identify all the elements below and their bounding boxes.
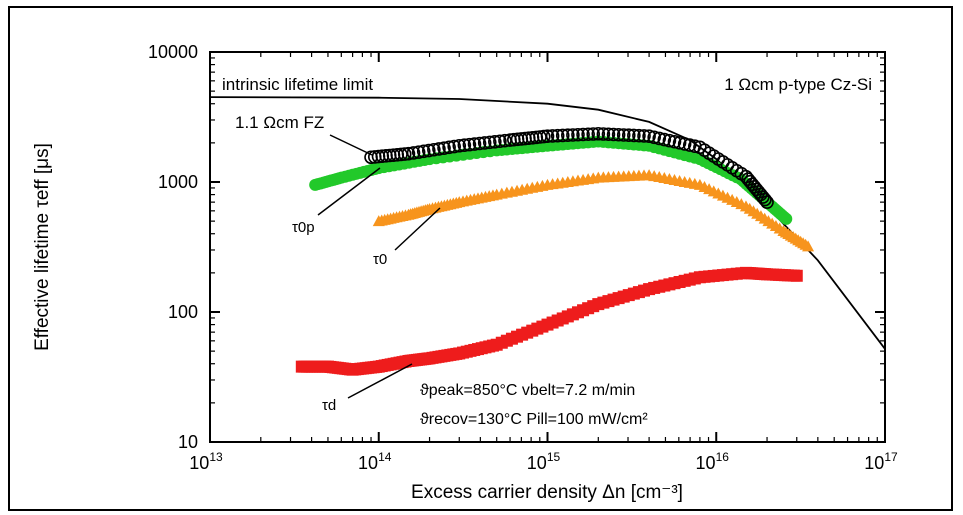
- series-2: [372, 169, 815, 252]
- y-tick-label: 100: [168, 302, 198, 322]
- data-point: [652, 131, 667, 146]
- x-tick-label: 1015: [527, 450, 561, 473]
- data-point: [780, 212, 793, 225]
- data-point: [611, 127, 626, 142]
- data-point: [566, 128, 580, 142]
- leader-fz: [329, 134, 373, 156]
- data-point: [561, 128, 575, 143]
- data-point: [432, 142, 446, 156]
- data-point: [790, 269, 803, 282]
- series-label-t0: τ0: [373, 251, 387, 268]
- data-point: [416, 144, 431, 159]
- data-point: [586, 127, 601, 141]
- data-point: [467, 137, 482, 151]
- data-point: [662, 133, 677, 148]
- data-point: [401, 146, 416, 161]
- series-3: [295, 266, 803, 376]
- data-point: [472, 136, 487, 151]
- data-point: [462, 137, 477, 152]
- data-point: [672, 136, 687, 150]
- axes: 1013 1014 1015 1016 1017 10 100 1000 10000: [148, 42, 898, 473]
- data-point: [621, 128, 636, 143]
- figure-frame: [8, 6, 953, 511]
- series-1: [364, 126, 774, 209]
- data-point: [421, 143, 436, 158]
- data-point: [571, 127, 585, 142]
- data-point: [540, 129, 555, 144]
- y-tick-label: 1000: [158, 172, 198, 192]
- data-point: [802, 240, 815, 252]
- data-point: [555, 128, 570, 143]
- data-point: [493, 134, 507, 149]
- data-point: [591, 126, 606, 141]
- y-tick-label: 10: [178, 432, 198, 452]
- leader-t0p: [317, 167, 381, 216]
- y-axis-label: Effective lifetime τeff [μs]: [32, 143, 53, 351]
- params-line2: ϑrecov=130°C Pill=100 mW/cm²: [420, 411, 648, 428]
- data-point: [482, 135, 497, 150]
- fz-label: 1.1 Ωcm FZ: [235, 113, 324, 132]
- data-point: [452, 138, 467, 153]
- data-point: [411, 145, 426, 159]
- data-point: [442, 140, 456, 155]
- data-point: [616, 128, 631, 142]
- leader-t0: [394, 207, 441, 251]
- data-point: [550, 128, 565, 143]
- data-point: [642, 129, 656, 144]
- data-point: [545, 129, 560, 143]
- material-label: 1 Ωcm p-type Cz-Si: [724, 75, 872, 94]
- y-tick-label: 10000: [148, 42, 198, 62]
- series-label-t0p: τ0p: [292, 219, 315, 236]
- data-point: [581, 127, 595, 142]
- x-tick-label: 1017: [864, 450, 898, 473]
- data-point: [601, 127, 616, 142]
- x-tick-label: 1013: [189, 450, 223, 473]
- series-label-td: τd: [322, 397, 336, 414]
- data-point: [647, 130, 661, 145]
- data-point: [637, 129, 651, 143]
- data-point: [606, 127, 621, 142]
- x-tick-label: 1014: [358, 450, 392, 473]
- data-point: [437, 141, 451, 155]
- data-point: [477, 136, 492, 150]
- data-point: [667, 134, 682, 149]
- data-point: [596, 127, 611, 141]
- data-point: [758, 192, 772, 207]
- series-layer: [209, 96, 886, 376]
- data-point: [427, 142, 441, 157]
- leader-td: [347, 363, 413, 399]
- data-point: [632, 128, 646, 143]
- data-point: [760, 195, 774, 209]
- data-point: [627, 128, 641, 143]
- data-point: [682, 138, 697, 152]
- data-point: [457, 138, 472, 152]
- intrinsic-limit-label: intrinsic lifetime limit: [222, 75, 373, 94]
- data-point: [576, 127, 590, 142]
- params-line1: ϑpeak=850°C vbelt=7.2 m/min: [420, 382, 635, 399]
- data-point: [447, 139, 461, 154]
- data-point: [406, 146, 421, 160]
- data-point: [657, 132, 672, 147]
- data-point: [488, 135, 502, 149]
- data-point: [677, 137, 692, 151]
- x-axis-label: Excess carrier density Δn [cm⁻³]: [411, 482, 683, 503]
- x-tick-label: 1016: [696, 450, 730, 473]
- series-0: [309, 135, 793, 225]
